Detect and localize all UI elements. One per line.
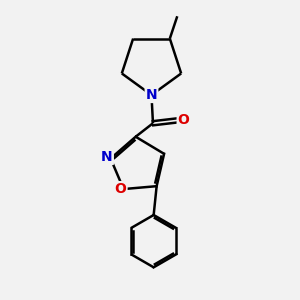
Text: N: N: [101, 150, 113, 164]
Text: O: O: [178, 113, 190, 127]
Text: N: N: [146, 88, 157, 102]
Text: O: O: [115, 182, 127, 196]
